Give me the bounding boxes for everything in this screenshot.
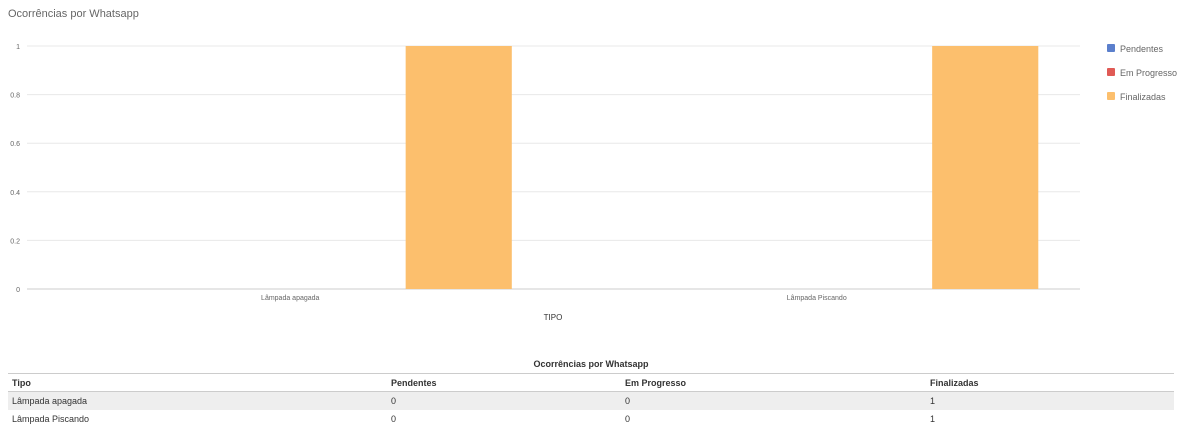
table-header-row: Tipo Pendentes Em Progresso Finalizadas — [8, 373, 1174, 392]
table-cell-em-progresso: 0 — [621, 391, 926, 410]
table-cell-tipo: Lâmpada apagada — [8, 391, 387, 410]
y-tick-label: 0.2 — [10, 238, 20, 245]
x-axis-label: TIPO — [544, 313, 563, 322]
legend-label: Pendentes — [1120, 44, 1164, 54]
chart-bars — [405, 46, 1039, 289]
y-tick-label: 0.6 — [10, 141, 20, 148]
legend-swatch-finalizadas — [1107, 92, 1115, 100]
bar-chart: 0 0.2 0.4 0.6 0.8 1 Lâmpada apagada Lâmpada Pi… — [10, 44, 1080, 322]
y-tick-label: 0 — [16, 287, 20, 294]
table-caption: Ocorrências por Whatsapp — [533, 359, 649, 369]
data-table: Tipo Pendentes Em Progresso Finalizadas … — [8, 373, 1174, 428]
x-tick-label: Lâmpada apagada — [261, 295, 319, 302]
legend-label: Em Progresso — [1120, 68, 1178, 78]
legend-swatch-pendentes — [1107, 44, 1115, 52]
table-cell-pendentes: 0 — [387, 391, 621, 410]
table-cell-em-progresso: 0 — [625, 414, 631, 424]
column-header-em-progresso[interactable]: Em Progresso — [621, 373, 926, 392]
bar-finalizadas[interactable] — [932, 46, 1039, 289]
table-cell-pendentes: 0 — [391, 414, 397, 424]
table-row: Lâmpada apagada 0 0 1 — [8, 391, 1174, 410]
y-axis-ticks: 0 0.2 0.4 0.6 0.8 1 — [10, 44, 20, 294]
chart-title: Ocorrências por Whatsapp — [8, 8, 139, 20]
column-header-tipo[interactable]: Tipo — [8, 373, 387, 392]
table-row: Lâmpada Piscando 0 0 1 — [8, 410, 1174, 428]
table-cell-finalizadas: 1 — [926, 391, 1174, 410]
table-cell-tipo: Lâmpada Piscando — [12, 414, 90, 424]
x-tick-label: Lâmpada Piscando — [787, 295, 847, 302]
legend-label: Finalizadas — [1120, 92, 1166, 102]
column-header-finalizadas[interactable]: Finalizadas — [926, 373, 1174, 392]
column-header-pendentes[interactable]: Pendentes — [387, 373, 621, 392]
x-axis-ticks: Lâmpada apagada Lâmpada Piscando — [261, 295, 847, 302]
bar-finalizadas[interactable] — [405, 46, 512, 289]
table-cell-finalizadas: 1 — [930, 414, 936, 424]
y-tick-label: 0.8 — [10, 93, 20, 100]
y-tick-label: 0.4 — [10, 190, 20, 197]
y-tick-label: 1 — [16, 44, 20, 51]
chart-grid — [27, 45, 1080, 290]
data-table-container: Ocorrências por Whatsapp Tipo Pendentes … — [8, 355, 1174, 428]
legend-swatch-em-progresso — [1107, 68, 1115, 76]
